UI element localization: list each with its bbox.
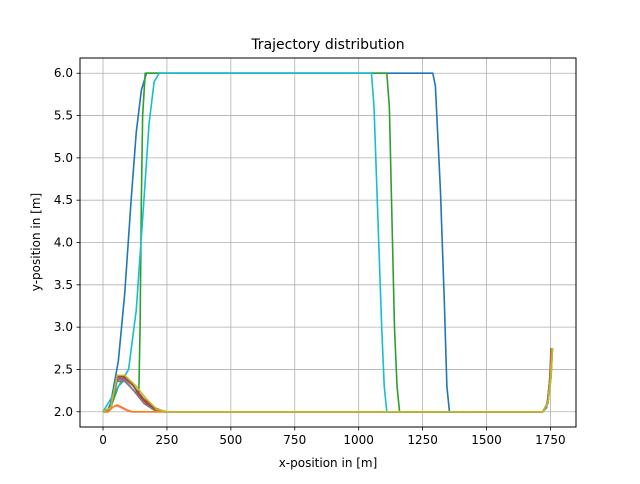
trajectory-line — [102, 348, 554, 413]
y-axis-label: y-position in [m] — [29, 193, 43, 291]
x-axis-label: x-position in [m] — [279, 456, 378, 470]
series-lines — [102, 72, 554, 413]
y-tick-label: 3.5 — [54, 278, 73, 292]
x-tick-label: 1500 — [471, 433, 502, 447]
x-axis-ticks: 0 250 500 750 1000 1250 1500 1750 — [99, 427, 566, 447]
y-tick-label: 4.0 — [54, 236, 73, 250]
y-tick-label: 6.0 — [54, 66, 73, 80]
chart-title: Trajectory distribution — [250, 37, 404, 53]
x-tick-label: 250 — [155, 433, 178, 447]
x-tick-label: 500 — [219, 433, 242, 447]
x-tick-label: 0 — [99, 433, 107, 447]
y-tick-label: 5.5 — [54, 109, 73, 123]
y-axis-ticks: 2.0 2.5 3.0 3.5 4.0 4.5 5.0 5.5 6.0 — [54, 66, 80, 419]
y-tick-label: 4.5 — [54, 193, 73, 207]
x-tick-label: 750 — [283, 433, 306, 447]
y-tick-label: 3.0 — [54, 320, 73, 334]
y-tick-label: 2.0 — [54, 405, 73, 419]
x-tick-label: 1750 — [535, 433, 566, 447]
y-tick-label: 5.0 — [54, 151, 73, 165]
x-tick-label: 1250 — [407, 433, 438, 447]
x-tick-label: 1000 — [343, 433, 374, 447]
y-tick-label: 2.5 — [54, 362, 73, 376]
